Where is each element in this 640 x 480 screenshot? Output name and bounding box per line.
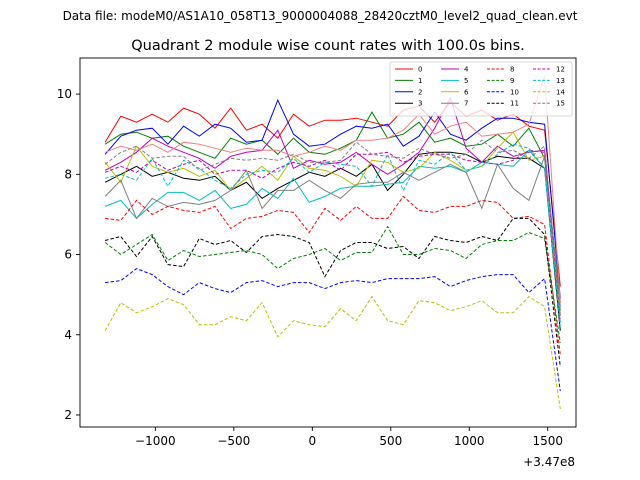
legend-label-12: 12: [556, 66, 565, 74]
legend-label-5: 5: [464, 77, 468, 85]
legend-label-4: 4: [464, 66, 469, 74]
legend-label-0: 0: [418, 66, 422, 74]
legend-label-8: 8: [510, 66, 514, 74]
x-tick-label: −500: [217, 434, 250, 448]
series-lines: [104, 75, 561, 410]
y-tick-label: 10: [57, 87, 72, 101]
legend-label-7: 7: [464, 100, 468, 108]
y-tick-label: 6: [64, 248, 72, 262]
series-line-9: [104, 225, 561, 343]
series-line-6: [104, 131, 561, 315]
series-line-8: [105, 195, 561, 355]
series-line-10: [105, 268, 561, 391]
legend-label-14: 14: [556, 88, 565, 96]
x-tick-label: 0: [308, 434, 316, 448]
figure-suptitle: Data file: modeM0/AS1A10_058T13_90000040…: [63, 9, 578, 23]
series-line-14: [104, 295, 561, 410]
x-tick-label: 500: [379, 434, 402, 448]
plot-area: [104, 75, 561, 410]
chart-title: Quadrant 2 module wise count rates with …: [131, 38, 525, 54]
x-tick-label: 1000: [454, 434, 485, 448]
series-line-2: [104, 98, 561, 299]
legend-label-15: 15: [556, 100, 565, 108]
y-tick-label: 8: [64, 167, 72, 181]
legend-label-3: 3: [418, 100, 422, 108]
legend-label-13: 13: [556, 77, 565, 85]
y-tick-label: 2: [64, 408, 72, 422]
x-tick-label: −1000: [135, 434, 176, 448]
legend-label-10: 10: [510, 88, 519, 96]
legend-box: [389, 61, 573, 117]
series-line-11: [104, 217, 561, 367]
legend-label-11: 11: [510, 100, 519, 108]
series-line-15: [104, 139, 561, 315]
legend-label-2: 2: [418, 88, 422, 96]
legend-label-9: 9: [510, 77, 514, 85]
axes-frame: [79, 57, 577, 428]
x-tick-label: 1500: [532, 434, 563, 448]
series-line-13: [104, 143, 561, 327]
legend-label-6: 6: [464, 88, 469, 96]
legend-label-1: 1: [418, 77, 422, 85]
series-line-3: [104, 151, 561, 331]
x-offset-label: +3.47e8: [523, 455, 575, 469]
series-line-extra-16: [104, 75, 561, 303]
y-tick-label: 4: [64, 328, 72, 342]
